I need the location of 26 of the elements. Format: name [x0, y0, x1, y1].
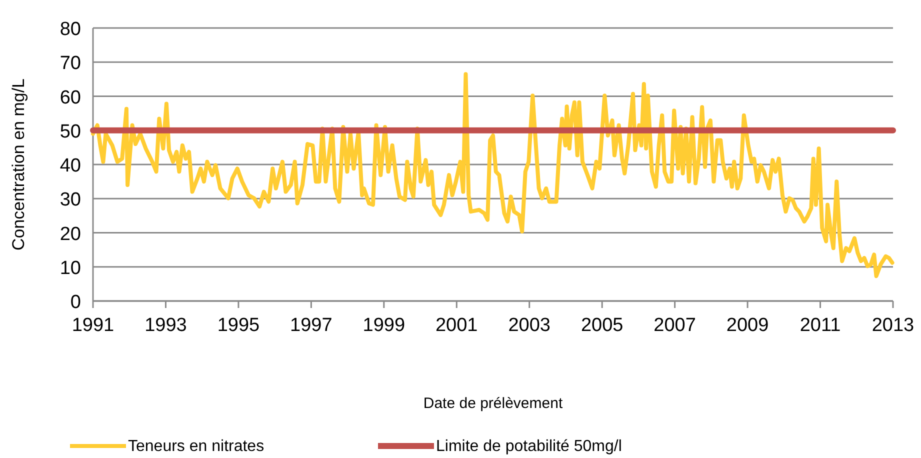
legend-label: Limite de potabilité 50mg/l [436, 438, 622, 455]
line-series [91, 72, 894, 278]
y-tick-label: 20 [60, 224, 81, 245]
y-tick-label: 70 [60, 53, 81, 74]
y-tick-label: 0 [70, 292, 81, 313]
y-tick-label: 60 [60, 87, 81, 108]
x-tick-label: 2005 [580, 315, 624, 336]
x-tick-label: 1995 [217, 315, 260, 336]
x-tick-label: 2001 [435, 315, 478, 336]
y-tick-label: 50 [60, 121, 81, 142]
x-axis-title: Date de prélèvement [423, 395, 564, 412]
x-tick-label: 2007 [654, 315, 696, 336]
y-tick-label: 10 [60, 258, 81, 279]
y-tick-label: 30 [60, 190, 81, 211]
x-tick-label: 2011 [800, 315, 841, 336]
x-tick-label: 1991 [72, 315, 114, 336]
x-tick-label: 2003 [508, 315, 551, 336]
y-tick-label: 40 [60, 156, 81, 176]
y-axis-title: Concentration en mg/L [9, 78, 28, 250]
x-tick-label: 1999 [362, 315, 406, 336]
x-tick-label: 2013 [872, 315, 914, 336]
legend-label: Teneurs en nitrates [128, 438, 264, 455]
y-tick-label: 80 [60, 19, 81, 40]
x-tick-label: 2009 [726, 315, 769, 336]
x-tick-label: 1997 [290, 315, 332, 336]
x-tick-label: 1993 [144, 315, 187, 336]
